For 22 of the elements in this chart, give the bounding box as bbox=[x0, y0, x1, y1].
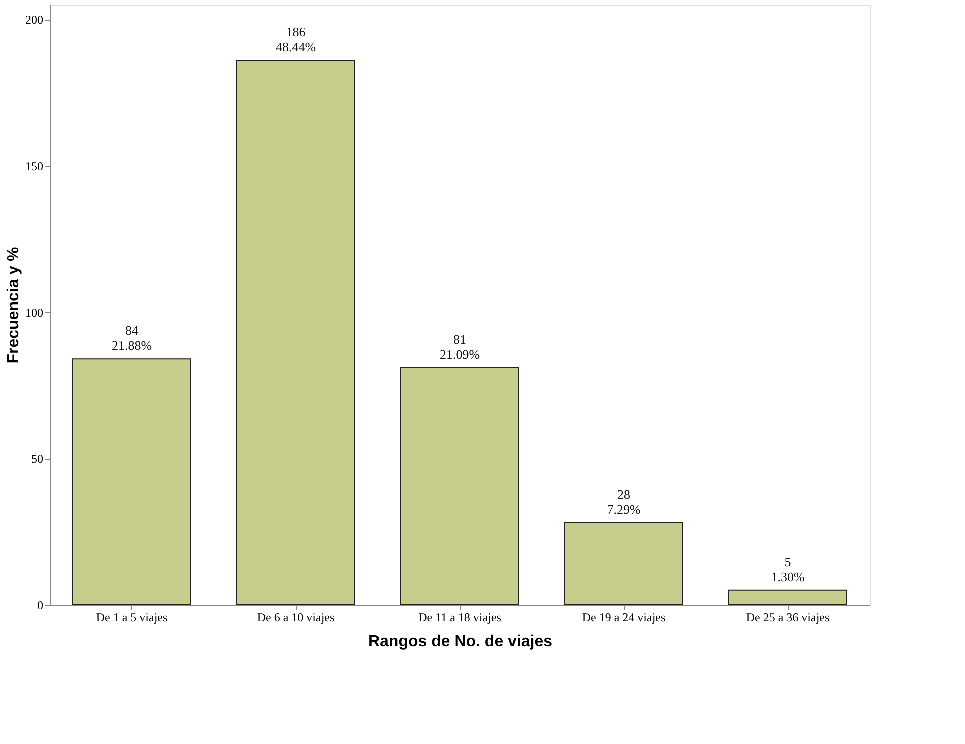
y-tick-label: 100 bbox=[26, 306, 44, 320]
y-tick-label: 0 bbox=[38, 598, 44, 612]
x-tick-label: De 1 a 5 viajes bbox=[96, 610, 168, 624]
data-label: 28 7.29% bbox=[607, 487, 641, 518]
x-tick-label: De 6 a 10 viajes bbox=[257, 610, 335, 624]
bar bbox=[236, 60, 356, 606]
y-axis-title: Frecuencia y % bbox=[6, 247, 22, 364]
bar bbox=[400, 367, 520, 606]
x-tick-label: De 19 a 24 viajes bbox=[582, 610, 666, 624]
data-label: 81 21.09% bbox=[440, 332, 480, 362]
data-label: 5 1.30% bbox=[771, 554, 805, 584]
y-tick-label: 50 bbox=[32, 452, 44, 466]
bar bbox=[728, 590, 848, 606]
bar bbox=[72, 358, 192, 606]
y-tick-label: 200 bbox=[26, 13, 44, 28]
bar bbox=[564, 522, 684, 606]
data-label: 186 48.44% bbox=[276, 24, 316, 55]
x-tick-label: De 25 a 36 viajes bbox=[746, 610, 830, 624]
x-tick-label: De 11 a 18 viajes bbox=[418, 610, 502, 624]
x-axis-title: Rangos de No. de viajes bbox=[368, 634, 553, 650]
y-tick-label: 150 bbox=[26, 159, 44, 174]
data-label: 84 21.88% bbox=[112, 323, 152, 354]
